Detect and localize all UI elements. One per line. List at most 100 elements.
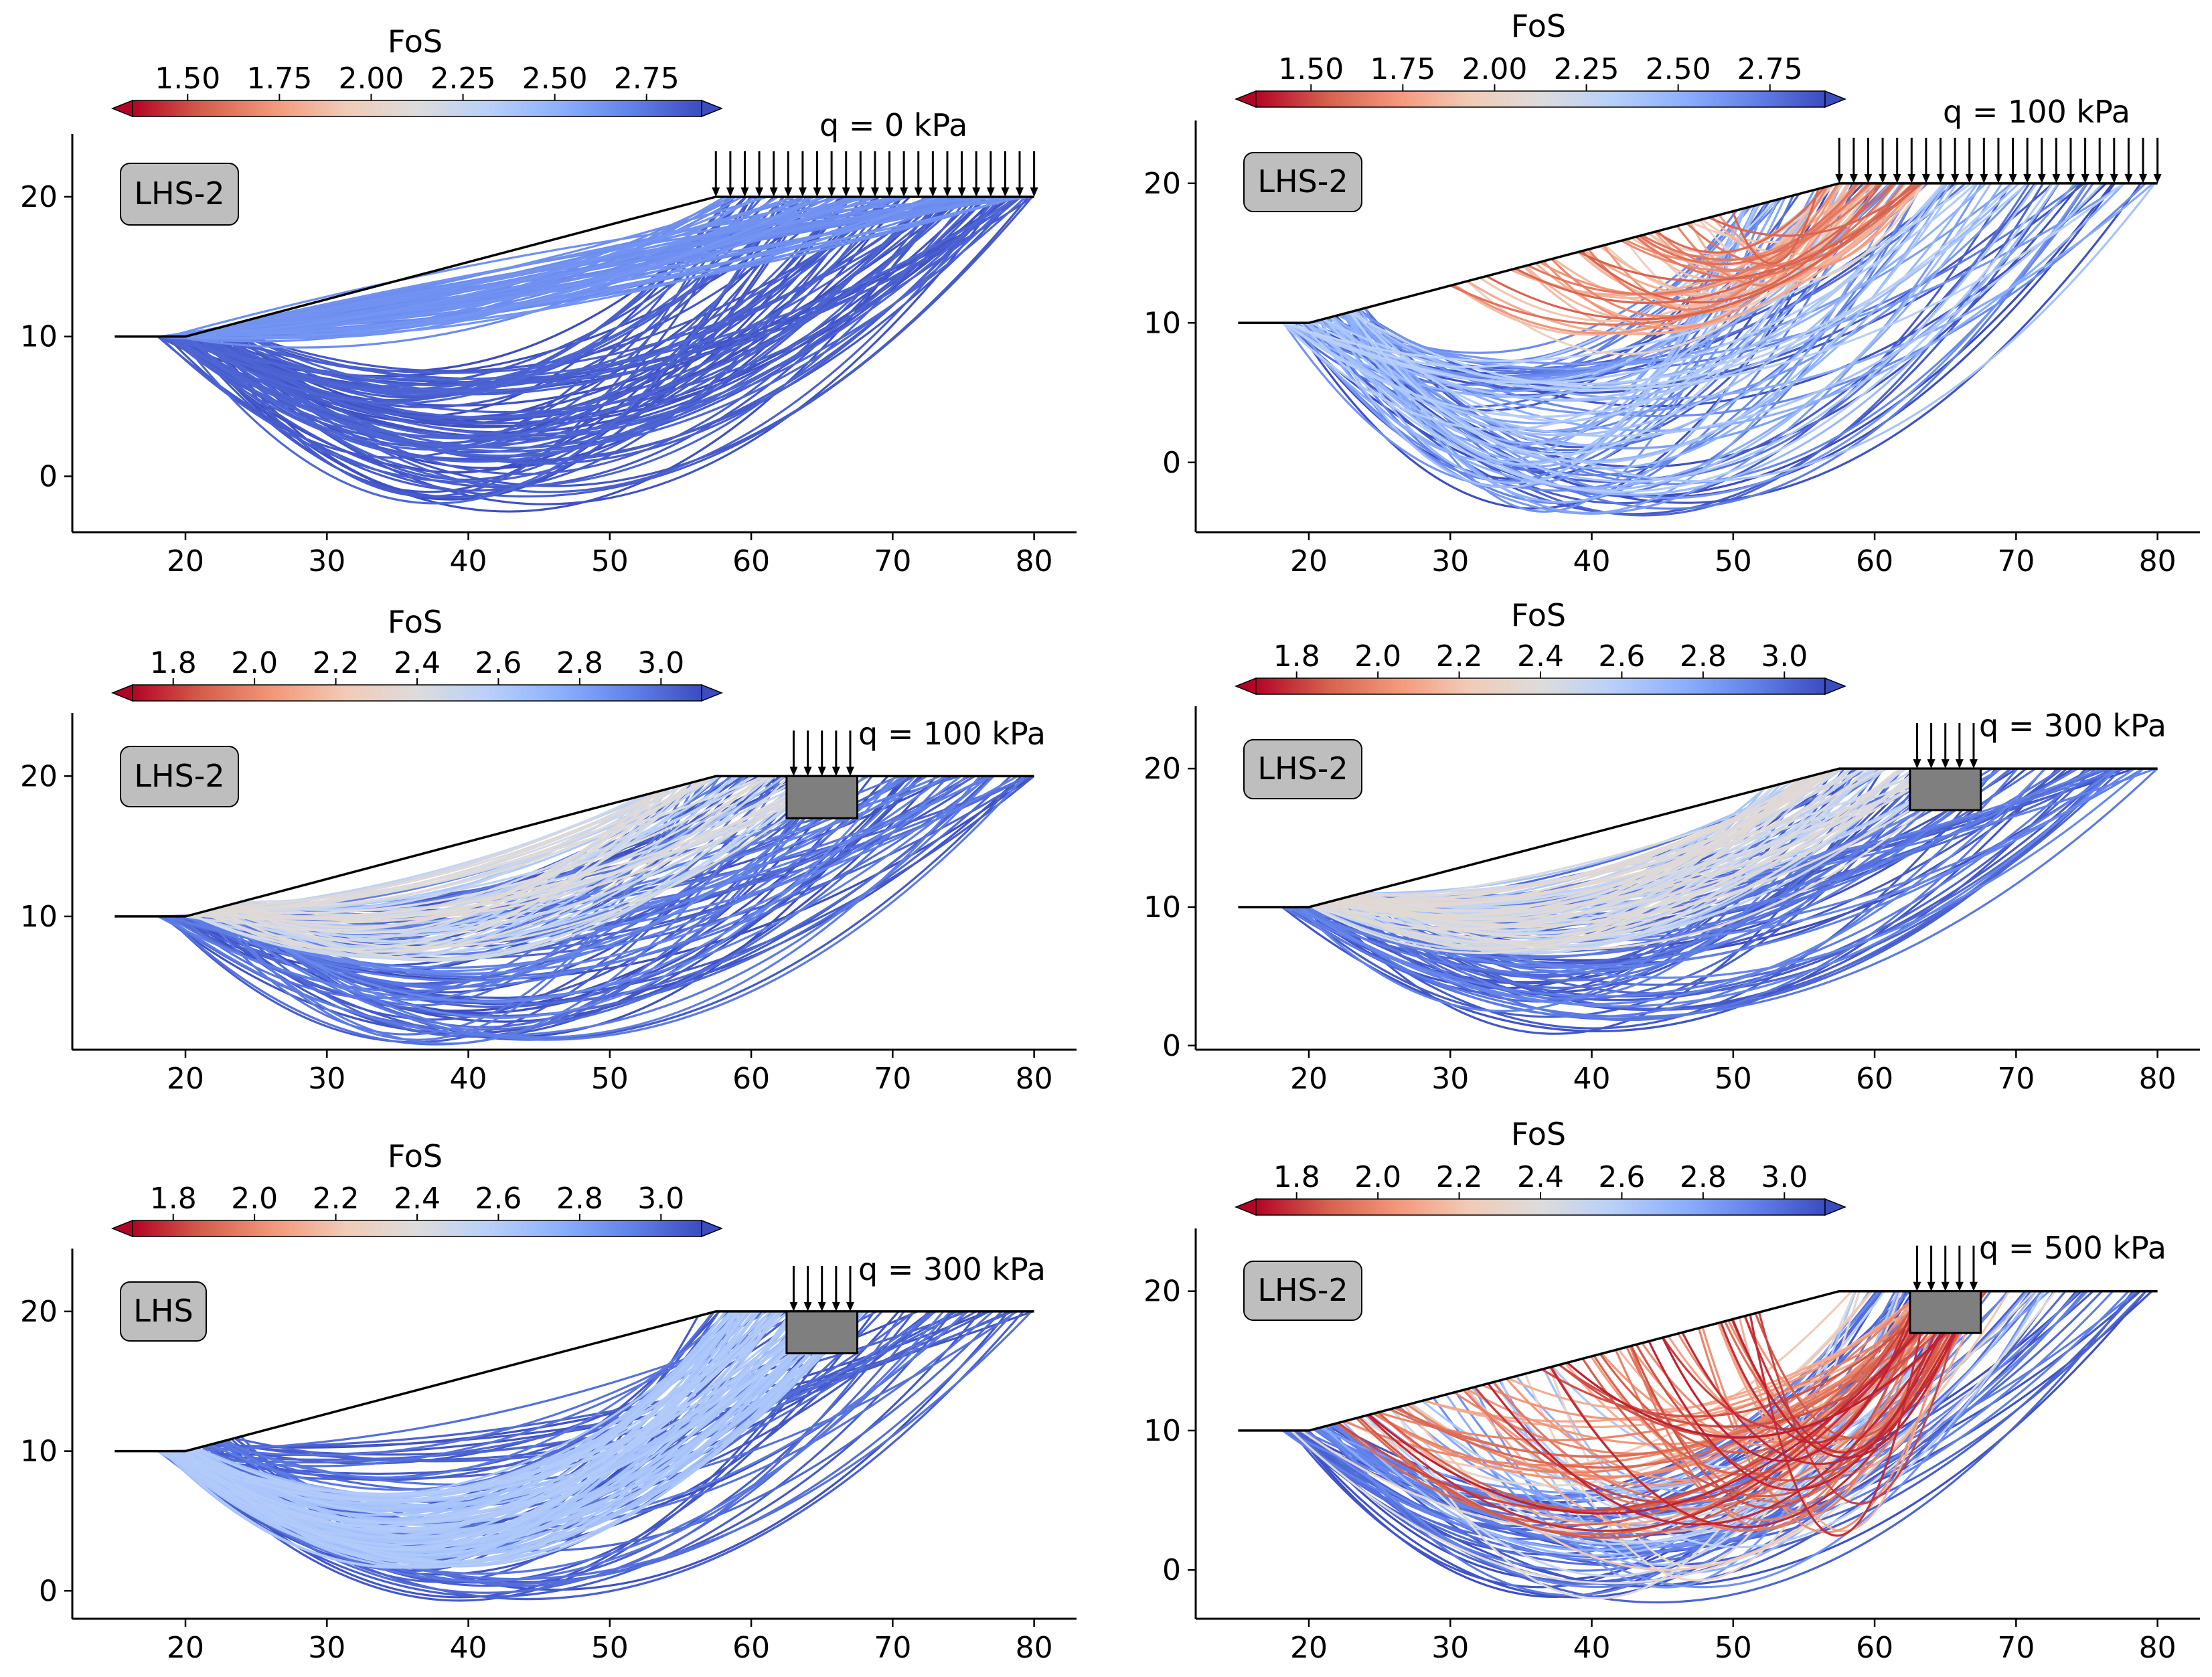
x-tick-label: 30	[308, 544, 345, 578]
panel-bottom-right: FoS 1.8 2.0 2.2 2.4 2.6 2.8 3.0 20 30 40 50 60 70 80…	[1143, 1116, 2200, 1665]
slip-surface	[218, 775, 842, 949]
slip-surface	[1474, 1290, 1929, 1504]
footing-block	[785, 775, 859, 819]
x-tick-label: 40	[450, 544, 487, 578]
load-arrow-head	[1907, 173, 1916, 183]
x-tick-label: 30	[308, 1062, 345, 1096]
geometry	[1238, 767, 2158, 908]
load-arrow-head	[817, 767, 826, 777]
x-tick-label: 70	[874, 1631, 911, 1665]
slip-surface	[201, 195, 852, 334]
slip-surface	[191, 775, 962, 975]
colorbar: 1.8 2.0 2.2 2.4 2.6 2.8 3.0	[1234, 1160, 1847, 1216]
slip-surface	[200, 775, 762, 953]
load-arrow-head	[1893, 173, 1901, 183]
load-label: q = 100 kPa	[858, 716, 1046, 752]
slip-surface	[1344, 767, 1974, 927]
axes: 20 30 40 50 60 70 80 0 10 20	[20, 134, 1077, 578]
slip-surface	[1487, 1290, 1968, 1526]
curves	[157, 775, 1035, 1046]
load-arrow-head	[817, 1301, 826, 1311]
load-arrow-head	[929, 187, 937, 197]
slip-surface	[1330, 182, 1958, 464]
slip-surface	[1337, 1290, 1958, 1512]
method-badge-label: LHS-2	[1257, 750, 1348, 787]
colorbar: 1.8 2.0 2.2 2.4 2.6 2.8 3.0	[110, 1182, 724, 1238]
footing-block	[1909, 767, 1982, 811]
slip-surface	[215, 775, 770, 914]
load-arrow-head	[1965, 173, 1974, 183]
x-tick-label: 20	[167, 1631, 204, 1665]
slope-profile	[1238, 767, 2158, 908]
slip-surface	[213, 776, 712, 910]
colorbar-title: FoS	[388, 23, 443, 60]
slip-surface	[1313, 1290, 2130, 1548]
load-arrow-head	[1941, 759, 1950, 769]
colorbar-tick-label: 2.75	[1737, 52, 1803, 86]
slip-surface	[163, 195, 764, 338]
load-arrow-head	[1941, 1281, 1950, 1291]
load-arrow-head	[2023, 173, 2032, 183]
slip-surface	[213, 195, 1022, 331]
slip-surface	[183, 1310, 748, 1551]
load-arrow-head	[957, 187, 966, 197]
slip-surface	[1313, 182, 1992, 491]
colorbar-gradient	[1255, 1198, 1826, 1216]
colorbar-tick-label: 1.8	[150, 646, 197, 680]
slip-surface	[227, 790, 660, 929]
x-tick-label: 70	[874, 1062, 911, 1096]
slip-surface	[220, 775, 839, 922]
slip-surface	[1527, 182, 1871, 295]
x-tick-label: 70	[874, 544, 911, 578]
slip-surface	[1310, 773, 1819, 954]
slip-surface	[168, 195, 1012, 338]
slip-surface	[218, 195, 999, 465]
x-tick-label: 80	[2139, 1062, 2177, 1096]
load-arrow-head	[1835, 173, 1844, 183]
axes: 20 30 40 50 60 70 80 0 10 20	[1143, 706, 2200, 1096]
slip-surface	[1322, 182, 2029, 386]
x-tick-label: 50	[1715, 1062, 1752, 1096]
slip-surface	[1641, 182, 1881, 261]
slip-surface	[1486, 182, 1914, 321]
slip-surface	[181, 195, 894, 392]
slip-surface	[1543, 182, 1857, 330]
footing-block	[1909, 1290, 1982, 1334]
slip-surface	[1507, 1290, 1923, 1411]
slip-surface	[1581, 182, 1883, 304]
slip-surface	[1361, 767, 1973, 950]
colorbar-title: FoS	[388, 604, 443, 640]
colorbar-extend-max	[1824, 1198, 1847, 1216]
slip-surface	[193, 195, 970, 487]
slip-surface	[214, 775, 995, 1006]
slip-surface	[226, 789, 666, 935]
colorbar: 1.8 2.0 2.2 2.4 2.6 2.8 3.0	[1234, 639, 1847, 696]
curves	[1281, 1290, 2153, 1603]
slip-surface	[219, 195, 838, 335]
y-tick-label: 20	[1143, 752, 1181, 786]
slip-surface	[198, 1310, 843, 1568]
colorbar-tick-label: 2.4	[1517, 1160, 1564, 1194]
load-arrows	[1913, 723, 1978, 769]
slip-surface	[205, 196, 732, 498]
x-tick-label: 40	[1573, 1631, 1611, 1665]
load-arrow-head	[769, 187, 778, 197]
colorbar-tick-label: 2.6	[1598, 639, 1645, 673]
slip-surface	[173, 1310, 860, 1538]
slip-surface	[226, 195, 896, 393]
colorbar-gradient	[1255, 677, 1826, 695]
slip-surface	[1308, 768, 2019, 1018]
slip-surface	[1297, 767, 2118, 1008]
slip-surface	[1681, 1291, 1978, 1465]
x-tick-label: 20	[167, 1062, 204, 1096]
slip-surface	[225, 195, 730, 418]
slip-surface	[229, 775, 897, 1019]
slip-surface	[224, 1310, 729, 1479]
colorbar-title: FoS	[1511, 8, 1566, 44]
load-arrow-head	[784, 187, 793, 197]
load-arrow-head	[900, 187, 908, 197]
x-tick-label: 50	[1715, 1631, 1752, 1665]
x-tick-label: 30	[1431, 544, 1469, 578]
load-arrow-head	[712, 187, 720, 197]
